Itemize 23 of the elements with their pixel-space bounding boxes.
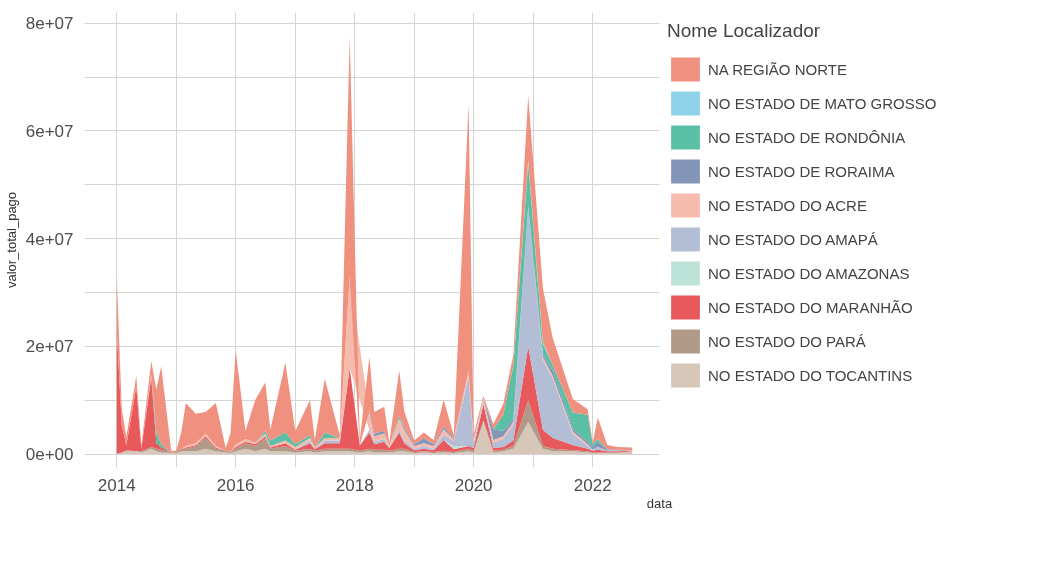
y-tick-label: 8e+07 <box>25 14 74 34</box>
x-tick-label: 2018 <box>335 475 374 495</box>
legend-label: NO ESTADO DO MARANHÃO <box>708 297 913 318</box>
y-tick-label: 2e+07 <box>25 337 74 357</box>
y-tick-label: 0e+00 <box>25 445 74 465</box>
legend-label: NA REGIÃO NORTE <box>708 59 847 80</box>
legend-label: NO ESTADO DE RORAIMA <box>708 161 895 182</box>
y-tick-label: 6e+07 <box>25 121 74 141</box>
legend-label: NO ESTADO DE MATO GROSSO <box>708 93 937 114</box>
x-axis-title: data <box>646 495 673 511</box>
legend-label: NO ESTADO DE RONDÔNIA <box>708 127 906 148</box>
legend-label: NO ESTADO DO AMAZONAS <box>708 263 910 284</box>
legend-label: NO ESTADO DO PARÁ <box>708 331 866 352</box>
x-tick-label: 2020 <box>454 475 493 495</box>
legend-label: NO ESTADO DO AMAPÁ <box>708 229 878 250</box>
x-tick-label: 2016 <box>216 475 255 495</box>
x-tick-label: 2022 <box>573 475 612 495</box>
legend-label: NO ESTADO DO ACRE <box>708 195 867 216</box>
legend-label: NO ESTADO DO TOCANTINS <box>708 365 913 386</box>
x-tick-label: 2014 <box>97 475 136 495</box>
y-axis-title: valor_total_pago <box>3 191 19 289</box>
y-tick-label: 4e+07 <box>25 229 74 249</box>
legend-title: Nome Localizador <box>667 20 822 42</box>
